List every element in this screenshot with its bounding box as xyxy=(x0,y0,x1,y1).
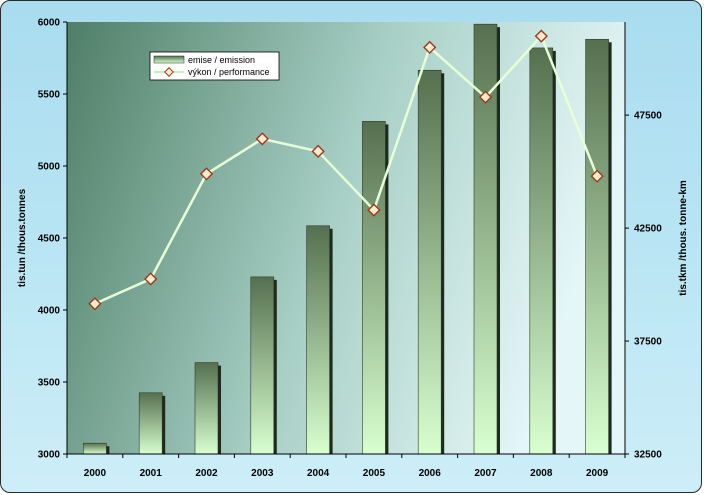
x-tick-label: 2009 xyxy=(586,468,609,479)
y-tick-label: 5500 xyxy=(38,90,61,101)
x-ticks-layer: 2000 2001 2002 2003 2004 2005 2006 2007 2008 2009 xyxy=(66,454,626,479)
x-tick-label: 2006 xyxy=(419,468,442,479)
x-tick-label: 2000 xyxy=(84,468,107,479)
point-marker-2000 xyxy=(88,297,102,311)
y2-axis-title: tis.tkm /thous. tonne-km xyxy=(678,180,689,296)
y2-tick-label: 42500 xyxy=(634,224,662,235)
y2-ticks-layer: 32500 37500 42500 47500 xyxy=(625,111,662,461)
x-tick-label: 2007 xyxy=(474,468,497,479)
legend: emise / emission výkon / performance xyxy=(149,51,280,81)
bars-layer xyxy=(83,23,612,455)
point-marker-2007 xyxy=(478,90,493,104)
x-tick-label: 2002 xyxy=(195,468,218,479)
y2-tick-label: 37500 xyxy=(634,337,662,348)
bar-2009 xyxy=(585,38,609,455)
y-tick-label: 4500 xyxy=(38,234,61,245)
legend-label-performance: výkon / performance xyxy=(188,67,270,77)
bar-2004 xyxy=(306,225,330,455)
x-tick-label: 2005 xyxy=(363,468,386,479)
legend-label-emission: emise / emission xyxy=(188,55,255,65)
bar-2006 xyxy=(417,69,442,455)
bar-2001 xyxy=(138,392,163,455)
point-marker-2002 xyxy=(199,167,214,181)
point-marker-2006 xyxy=(423,40,437,55)
y2-tick-label: 47500 xyxy=(634,111,662,122)
performance-line xyxy=(94,34,599,305)
x-tick-label: 2001 xyxy=(140,468,163,479)
bar-2002 xyxy=(194,362,219,455)
y-tick-label: 4000 xyxy=(38,306,61,317)
point-marker-2005 xyxy=(367,203,381,217)
x-tick-label: 2004 xyxy=(307,468,330,479)
legend-bar-swatch xyxy=(153,55,185,64)
bar-2003 xyxy=(250,276,275,455)
y-tick-label: 3500 xyxy=(38,378,61,389)
bar-2000 xyxy=(83,442,107,455)
x-tick-label: 2008 xyxy=(530,468,553,479)
point-marker-2001 xyxy=(144,272,158,286)
point-marker-2008 xyxy=(534,29,548,43)
bar-2005 xyxy=(362,121,386,455)
point-marker-2009 xyxy=(590,169,604,183)
y-tick-label: 6000 xyxy=(38,18,61,29)
legend-marker-swatch xyxy=(164,67,174,77)
y2-tick-label: 32500 xyxy=(634,450,662,461)
point-marker-2004 xyxy=(311,144,325,158)
y-axis-title: tis.tun /thous.tonnes xyxy=(17,188,28,287)
bar-2008 xyxy=(529,47,554,455)
x-tick-label: 2003 xyxy=(251,468,274,479)
y-ticks-layer: 3000 3500 4000 4500 5000 5500 6000 xyxy=(38,18,67,461)
point-marker-2003 xyxy=(255,132,269,146)
y-tick-label: 5000 xyxy=(38,162,61,173)
y-tick-label: 3000 xyxy=(38,450,61,461)
line-layer xyxy=(88,29,604,311)
